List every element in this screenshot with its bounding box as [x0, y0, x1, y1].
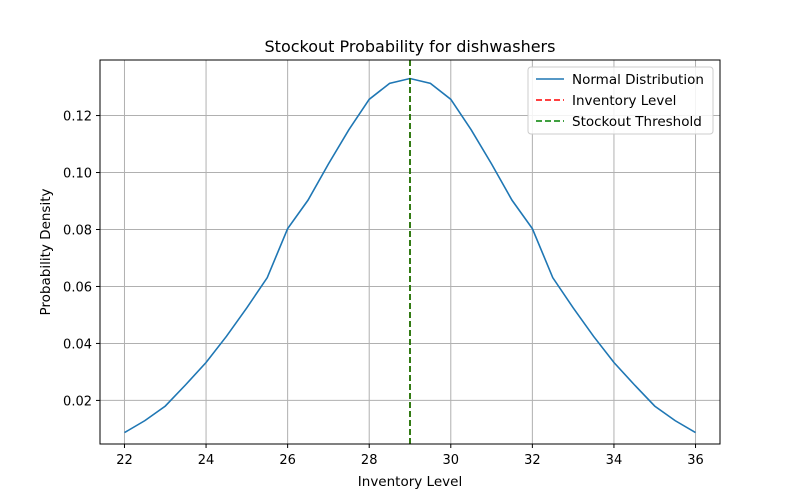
legend: Normal Distribution Inventory Level Stocko…: [527, 66, 714, 135]
y-tick-label: 0.08: [63, 223, 92, 238]
x-tick-label: 28: [361, 453, 378, 468]
plot-frame: [99, 59, 721, 445]
x-axis-label: Inventory Level: [358, 474, 462, 490]
legend-label: Inventory Level: [572, 93, 676, 109]
x-tick-label: 36: [687, 453, 704, 468]
x-tick-label: 30: [443, 453, 460, 468]
x-tick-label: 34: [606, 453, 623, 468]
y-axis-label: Probability Density: [38, 189, 54, 316]
x-tick-label: 26: [279, 453, 296, 468]
x-tick-label: 32: [524, 453, 541, 468]
y-tick-label: 0.12: [63, 110, 92, 125]
legend-label: Stockout Threshold: [572, 114, 702, 130]
legend-label: Normal Distribution: [572, 72, 704, 88]
y-tick-label: 0.04: [63, 337, 92, 352]
y-tick-label: 0.10: [63, 167, 92, 182]
chart-title: Stockout Probability for dishwashers: [265, 37, 556, 56]
y-tick-label: 0.02: [63, 394, 92, 409]
legend-box: [527, 66, 714, 135]
x-tick-label: 22: [116, 453, 133, 468]
x-tick-label: 24: [198, 453, 215, 468]
y-tick-label: 0.06: [63, 280, 92, 295]
series-layer: [124, 60, 696, 444]
x-axis: 22 24 26 28 30 32 34 36: [116, 444, 704, 468]
y-axis: 0.02 0.04 0.06 0.08 0.10 0.12: [63, 110, 100, 409]
